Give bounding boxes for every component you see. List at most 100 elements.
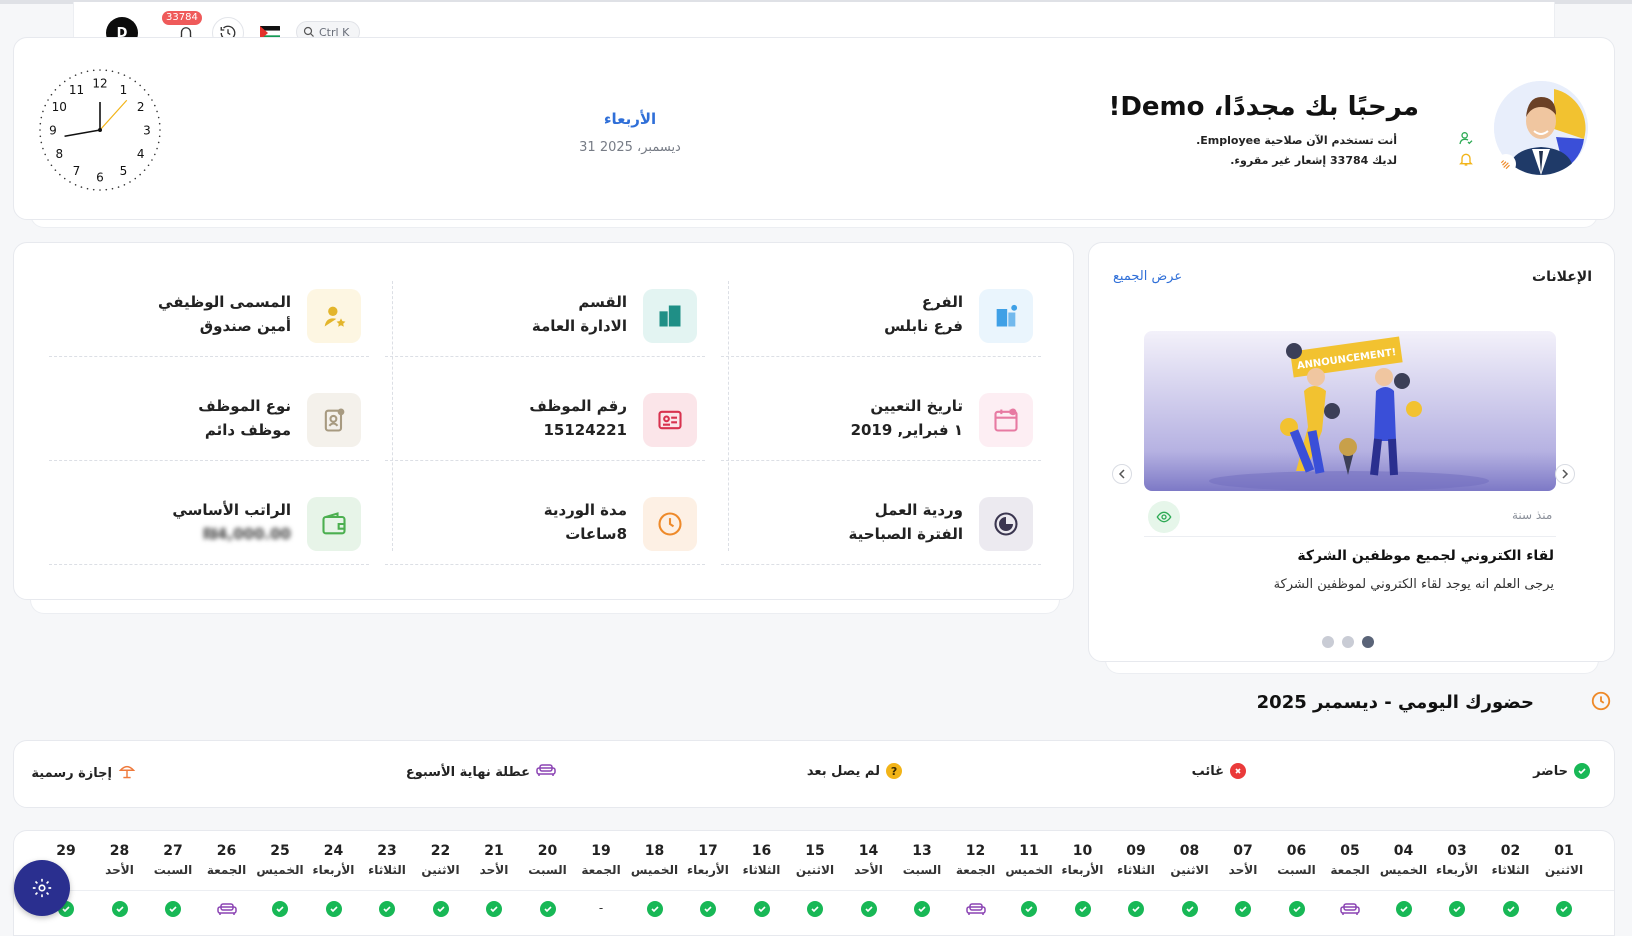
calendar-day[interactable]: 02 الثلاثاء — [1484, 831, 1538, 877]
clock-tick — [156, 110, 158, 113]
calendar-day[interactable]: 10 الأربعاء — [1056, 831, 1110, 877]
notifications-line: لديك 33784 إشعار غير مقروء. — [1230, 154, 1397, 167]
settings-button[interactable] — [14, 860, 70, 916]
clock-tick — [123, 184, 126, 186]
day-number: 22 — [430, 843, 451, 859]
day-number: 24 — [323, 843, 344, 859]
clock-tick — [117, 72, 120, 74]
day-number: 04 — [1393, 843, 1414, 859]
column-divider — [728, 281, 729, 551]
clock-tick — [99, 69, 101, 71]
info-item: مدة الوردية 8ساعات — [385, 479, 705, 565]
announcement-body: يرجى العلم انه يوجد لقاء الكتروني لموظفي… — [1273, 577, 1554, 592]
clock-tick — [39, 135, 42, 138]
calendar-day[interactable]: 21 الأحد — [467, 831, 521, 877]
calendar-day[interactable]: 29 — [39, 831, 93, 863]
clock-number: 3 — [143, 124, 151, 138]
info-item: نوع الموظف موظف دائم — [49, 375, 369, 461]
calendar-day[interactable]: 20 السبت — [521, 831, 575, 877]
day-number: 17 — [698, 843, 718, 859]
calendar-day[interactable]: 14 الأحد — [842, 831, 896, 877]
clock-tick — [40, 141, 43, 144]
calendar-day[interactable]: 18 الخميس — [628, 831, 682, 877]
calendar-day[interactable]: 16 الثلاثاء — [735, 831, 789, 877]
eye-icon — [1156, 511, 1172, 523]
calendar-day[interactable]: 04 الخميس — [1377, 831, 1431, 877]
search-shortcut: Ctrl K — [319, 25, 350, 39]
sofa-icon — [536, 763, 556, 781]
sofa-icon — [1340, 901, 1360, 920]
check-icon — [1556, 901, 1572, 917]
check-icon — [753, 901, 770, 917]
clock-tick — [50, 93, 53, 96]
clock-tick — [154, 153, 156, 156]
day-name: الجمعة — [1330, 863, 1370, 877]
prev-announcement-button[interactable] — [1112, 464, 1132, 484]
calendar-day[interactable]: 26 الجمعة — [200, 831, 254, 877]
info-label: مدة الوردية — [543, 501, 627, 519]
calendar-day[interactable]: 24 الأربعاء — [307, 831, 361, 877]
attendance-legend: حاضر غائب ? لم يصل بعد عطلة نهاية الأسبو… — [13, 740, 1615, 808]
calendar-day[interactable]: 06 السبت — [1270, 831, 1324, 877]
calendar-day[interactable]: 23 الثلاثاء — [360, 831, 414, 877]
shift-icon — [979, 497, 1033, 551]
day-number: 28 — [109, 843, 130, 859]
clock-tick — [154, 104, 156, 107]
calendar-day[interactable]: 12 الجمعة — [949, 831, 1003, 877]
day-status — [735, 901, 789, 917]
clock-tick — [69, 181, 71, 183]
day-name: الاثنين — [421, 863, 460, 877]
calendar-day[interactable]: 13 السبت — [895, 831, 949, 877]
day-number: 23 — [377, 843, 397, 859]
clock-tick — [159, 129, 161, 131]
calendar-day[interactable]: 19 الجمعة — [574, 831, 628, 877]
current-date: 31 ديسمبر، 2025 — [579, 140, 681, 155]
clock-tick — [86, 187, 89, 190]
clock-tick — [157, 116, 160, 119]
day-name: الأحد — [854, 863, 883, 877]
calendar-day[interactable]: 11 الخميس — [1002, 831, 1056, 877]
calendar-day[interactable]: 03 الأربعاء — [1430, 831, 1484, 877]
clock-tick — [151, 159, 153, 161]
view-all-link[interactable]: عرض الجميع — [1113, 269, 1183, 284]
day-name: الثلاثاء — [1491, 863, 1530, 877]
next-announcement-button[interactable] — [1555, 464, 1575, 484]
clock-tick — [54, 169, 57, 171]
check-icon — [111, 901, 128, 917]
clock-tick — [74, 184, 77, 186]
department-icon — [643, 289, 697, 343]
calendar-day[interactable]: 22 الاثنين — [414, 831, 468, 877]
calendar-day[interactable]: 28 الأحد — [93, 831, 147, 877]
calendar-day[interactable]: 01 الاثنين — [1537, 831, 1591, 877]
calendar-day[interactable]: 09 الثلاثاء — [1109, 831, 1163, 877]
carousel-dot[interactable] — [1342, 636, 1354, 648]
clock-tick — [139, 173, 141, 176]
clock-tick — [80, 186, 83, 188]
day-name: الجمعة — [955, 863, 996, 877]
calendar-day[interactable]: 27 السبت — [146, 831, 200, 877]
clock-tick — [111, 187, 114, 190]
day-status — [949, 901, 1003, 920]
carousel-dot[interactable] — [1322, 636, 1334, 648]
day-name: السبت — [902, 863, 942, 877]
clock-tick — [54, 89, 57, 91]
calendar-day[interactable]: 05 الجمعة — [1323, 831, 1377, 877]
calendar-day[interactable]: 07 الأحد — [1216, 831, 1270, 877]
view-announcement-button[interactable] — [1148, 501, 1180, 533]
calendar-day[interactable]: 15 الاثنين — [788, 831, 842, 877]
calendar-day[interactable]: 25 الخميس — [253, 831, 307, 877]
carousel-dot-active[interactable] — [1362, 636, 1374, 648]
info-item: القسم الادارة العامة — [385, 271, 705, 357]
day-number: 25 — [270, 843, 290, 859]
clock-tick — [105, 188, 108, 191]
calendar-day[interactable]: 08 الاثنين — [1163, 831, 1217, 877]
chevron-left-icon — [1118, 469, 1125, 479]
day-name: الأحد — [1228, 863, 1258, 877]
info-item: وردية العمل الفترة الصباحية — [721, 479, 1041, 565]
calendar-day[interactable]: 17 الأربعاء — [681, 831, 735, 877]
day-number: 02 — [1500, 843, 1521, 859]
day-number: 10 — [1072, 843, 1093, 859]
check-icon — [539, 901, 556, 917]
day-number: 01 — [1554, 843, 1574, 859]
day-number: 03 — [1447, 843, 1467, 859]
